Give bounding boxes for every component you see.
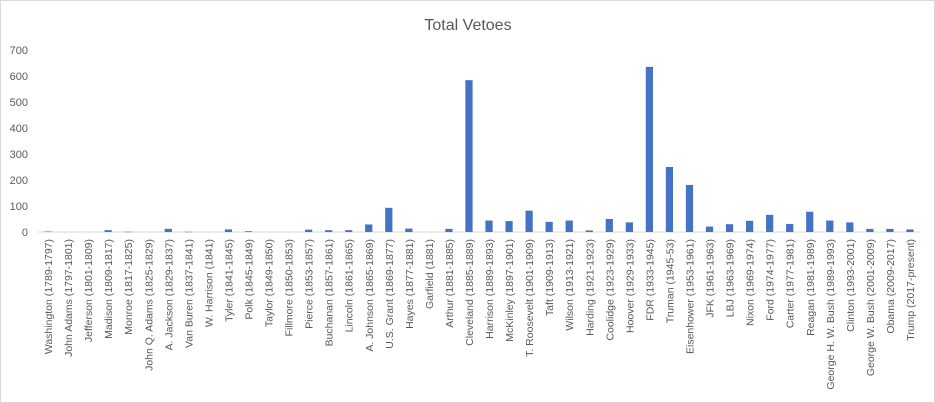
x-category-label: Polk (1845-1849) bbox=[243, 239, 255, 320]
y-tick-label: 0 bbox=[22, 227, 28, 239]
x-category-label: Monroe (1817-1825) bbox=[123, 239, 135, 335]
x-category-label: Jefferson (1801-1809) bbox=[83, 239, 95, 342]
bar bbox=[786, 223, 794, 232]
x-category-label: Clinton (1993-2001) bbox=[845, 239, 857, 332]
y-tick-label: 600 bbox=[10, 71, 28, 83]
y-tick-label: 200 bbox=[10, 175, 28, 187]
bar bbox=[806, 211, 814, 232]
x-category-label: McKinley (1897-1901) bbox=[504, 239, 516, 342]
bar bbox=[325, 230, 333, 232]
bar bbox=[445, 228, 453, 232]
x-category-label: Nixon (1969-1974) bbox=[745, 239, 757, 326]
chart-title: Total Vetoes bbox=[424, 17, 511, 34]
x-category-label: Garfield (1881) bbox=[424, 239, 436, 309]
bar bbox=[305, 229, 313, 232]
bar bbox=[545, 221, 553, 232]
bar bbox=[565, 220, 573, 232]
y-tick-label: 500 bbox=[10, 97, 28, 109]
x-category-label: Coolidge (1923-1929) bbox=[604, 239, 616, 341]
bar bbox=[886, 228, 894, 232]
x-category-label: Harding (1921-1923) bbox=[584, 239, 596, 336]
bar bbox=[485, 220, 493, 232]
bar bbox=[124, 231, 132, 233]
bar bbox=[525, 210, 533, 232]
x-category-label: Buchanan (1857-1861) bbox=[324, 239, 336, 346]
bar bbox=[385, 207, 393, 232]
x-category-label: Arthur (1881-1885) bbox=[444, 239, 456, 328]
x-category-label: Hoover (1929-1933) bbox=[624, 239, 636, 333]
x-category-label: A. Johnson (1865-1869) bbox=[364, 239, 376, 352]
x-category-label: Washington (1789-1797) bbox=[43, 239, 55, 354]
bar bbox=[746, 220, 754, 232]
bar bbox=[345, 230, 353, 232]
bar bbox=[645, 66, 653, 233]
x-category-label: Van Buren (1837-1841) bbox=[183, 239, 195, 348]
x-category-label: George W. Bush (2001-2009) bbox=[865, 239, 877, 376]
x-category-label: LBJ (1963-1969) bbox=[725, 239, 737, 317]
x-category-label: Obama (2009-2017) bbox=[885, 239, 897, 334]
bar bbox=[725, 224, 734, 232]
bar bbox=[505, 221, 513, 232]
x-axis-labels: Washington (1789-1797) John Adams (1797-1… bbox=[43, 239, 917, 390]
x-category-label: Fillmore (1850-1853) bbox=[284, 239, 296, 336]
x-category-label: Lincoln (1861-1865) bbox=[344, 239, 356, 332]
bar bbox=[104, 230, 112, 232]
y-tick-label: 700 bbox=[10, 45, 28, 57]
x-category-label: Harrison (1889-1893) bbox=[484, 239, 496, 339]
x-category-label: Ford (1974-1977) bbox=[765, 239, 777, 321]
y-tick-label: 300 bbox=[10, 149, 28, 161]
bar bbox=[705, 226, 714, 232]
bar bbox=[906, 229, 914, 232]
bar bbox=[184, 231, 192, 233]
x-category-label: JFK (1961-1963) bbox=[705, 239, 717, 318]
x-category-label: Trump (2017-present) bbox=[905, 239, 917, 341]
x-category-label: Truman (1945-53) bbox=[664, 239, 676, 323]
x-category-label: Carter (1977-1981) bbox=[785, 239, 797, 328]
bar bbox=[826, 220, 834, 232]
x-category-label: George H. W. Bush (1989-1993) bbox=[825, 239, 837, 390]
x-category-label: Madison (1809-1817) bbox=[103, 239, 115, 339]
x-category-label: Taft (1909-1913) bbox=[544, 239, 556, 316]
bar bbox=[465, 80, 473, 232]
bar bbox=[605, 219, 613, 232]
bar bbox=[665, 167, 674, 232]
x-category-label: A. Jackson (1829-1837) bbox=[163, 239, 175, 350]
bar bbox=[365, 224, 373, 232]
x-category-label: Cleveland (1885-1889) bbox=[464, 239, 476, 346]
x-category-label: John Q. Adams (1825-1829) bbox=[143, 239, 155, 371]
x-category-label: U.S. Grant (1869-1877) bbox=[384, 239, 396, 349]
x-category-label: Taylor (1849-1850) bbox=[264, 239, 276, 327]
bar bbox=[405, 228, 413, 232]
bar bbox=[244, 231, 253, 232]
bar bbox=[866, 228, 874, 232]
x-category-label: T. Roosevelt (1901-1909) bbox=[524, 239, 536, 357]
bar bbox=[625, 222, 633, 232]
x-category-label: John Adams (1797-1801) bbox=[63, 239, 75, 357]
bar bbox=[164, 228, 172, 232]
bar bbox=[585, 230, 593, 232]
x-category-label: Wilson (1913-1921) bbox=[564, 239, 576, 331]
x-category-label: FDR (1933-1945) bbox=[644, 239, 656, 321]
x-category-label: Pierce (1853-1857) bbox=[304, 239, 316, 329]
bar bbox=[846, 222, 854, 232]
y-axis: 0 100 200 300 400 500 600 700 bbox=[10, 45, 28, 239]
bar bbox=[224, 229, 233, 232]
x-category-label: Eisenhower (1953-1961) bbox=[684, 239, 696, 354]
x-category-label: Tyler (1841-1845) bbox=[223, 239, 235, 322]
x-category-label: Reagan (1981-1989) bbox=[805, 239, 817, 336]
x-category-label: W. Harrison (1841) bbox=[203, 239, 215, 327]
x-category-label: Hayes (1877-1881) bbox=[404, 239, 416, 329]
y-tick-label: 400 bbox=[10, 123, 28, 135]
bar bbox=[766, 214, 774, 232]
bars bbox=[44, 66, 914, 233]
y-tick-label: 100 bbox=[10, 201, 28, 213]
bar bbox=[685, 184, 694, 232]
bar bbox=[44, 231, 52, 232]
